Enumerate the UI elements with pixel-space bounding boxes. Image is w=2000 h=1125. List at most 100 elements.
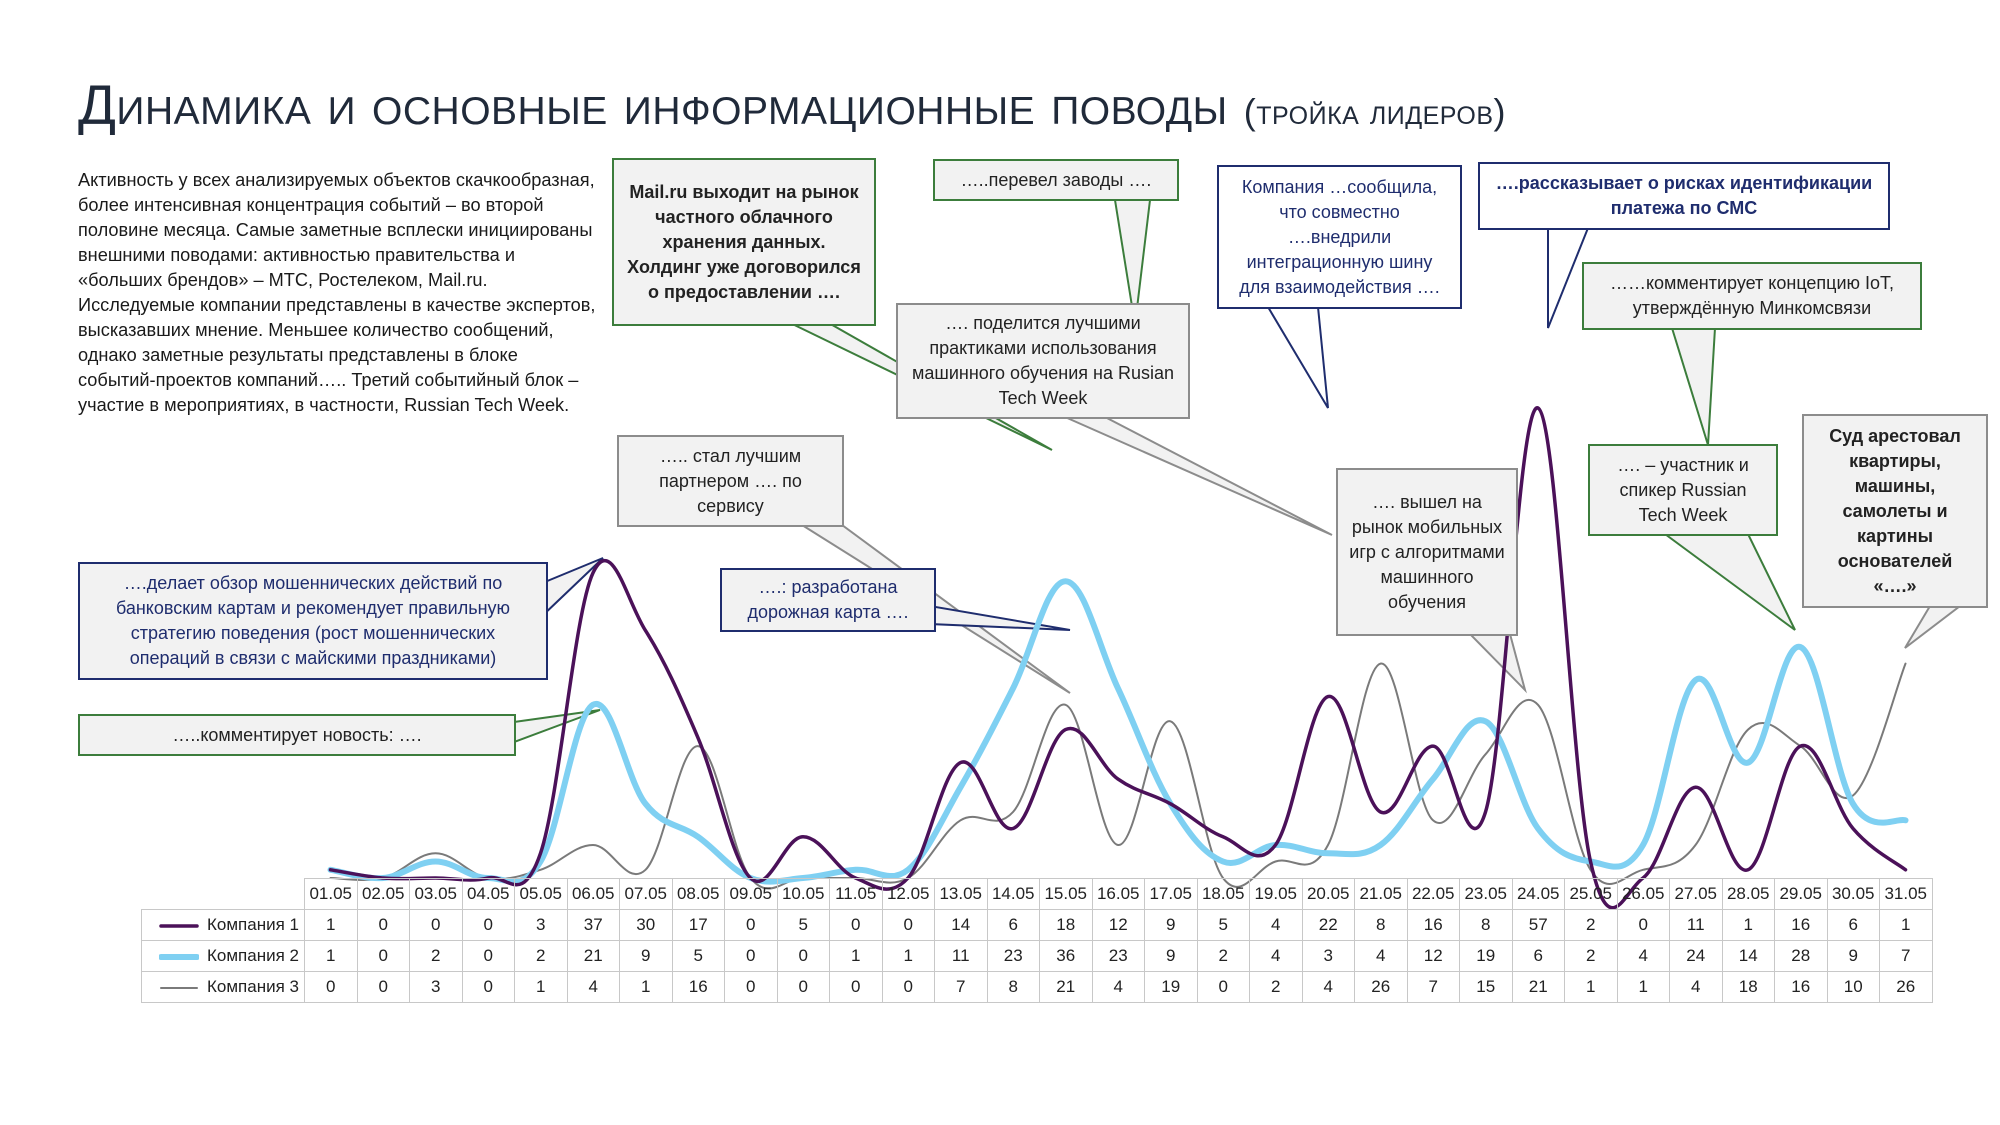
data-value: 0 — [461, 940, 515, 972]
data-value: 36 — [1039, 940, 1093, 972]
data-value: 7 — [1879, 940, 1933, 972]
x-tick-label: 01.05 — [304, 878, 358, 910]
x-tick-label: 29.05 — [1774, 878, 1828, 910]
x-tick-label: 13.05 — [934, 878, 988, 910]
table-row-company-1: Компания 1 1 0 0 0 3 37 30 17 0 5 0 0 14 6 18 12 9 5 4 22 8 16… — [141, 909, 1933, 941]
data-value: 19 — [1459, 940, 1513, 972]
data-value: 0 — [881, 971, 935, 1003]
legend-entry: Компания 3 — [141, 971, 305, 1003]
data-value: 16 — [1406, 909, 1460, 941]
callout-roadmap: ….: разработана дорожная карта …. — [720, 568, 936, 632]
data-value: 14 — [1721, 940, 1775, 972]
data-value: 1 — [304, 909, 358, 941]
data-value: 21 — [1039, 971, 1093, 1003]
pointer-integration — [1266, 306, 1329, 409]
x-tick-label: 04.05 — [461, 878, 515, 910]
x-tick-label: 23.05 — [1459, 878, 1513, 910]
data-value: 9 — [1144, 940, 1198, 972]
data-value: 4 — [1669, 971, 1723, 1003]
data-value: 4 — [1354, 940, 1408, 972]
data-value: 1 — [1879, 909, 1933, 941]
callout-zavody: …..перевел заводы …. — [933, 159, 1179, 201]
data-value: 4 — [1249, 909, 1303, 941]
data-value: 2 — [1564, 940, 1618, 972]
data-value: 16 — [1774, 971, 1828, 1003]
data-value: 4 — [566, 971, 620, 1003]
x-tick-label: 11.05 — [829, 878, 883, 910]
callout-mailru: Mail.ru выходит на рынок частного облачн… — [612, 158, 876, 326]
x-tick-label: 06.05 — [566, 878, 620, 910]
pointer-fraud — [539, 557, 604, 621]
data-value: 26 — [1879, 971, 1933, 1003]
data-value: 22 — [1301, 909, 1355, 941]
data-value: 1 — [829, 940, 883, 972]
x-tick-label: 14.05 — [986, 878, 1040, 910]
data-value: 0 — [356, 940, 410, 972]
data-value: 6 — [1511, 940, 1565, 972]
data-value: 3 — [514, 909, 568, 941]
x-tick-label: 05.05 — [514, 878, 568, 910]
data-value: 12 — [1406, 940, 1460, 972]
pointer-mobile — [1467, 633, 1527, 694]
data-value: 21 — [1511, 971, 1565, 1003]
callout-news: …..комментирует новость: …. — [78, 714, 516, 756]
data-value: 14 — [934, 909, 988, 941]
legend-label: Компания 1 — [207, 915, 299, 934]
legend-entry: Компания 1 — [141, 909, 305, 941]
intro-paragraph: Активность у всех анализируемых объектов… — [78, 170, 596, 415]
data-value: 0 — [776, 940, 830, 972]
x-tick-label: 18.05 — [1196, 878, 1250, 910]
x-tick-label: 27.05 — [1669, 878, 1723, 910]
x-tick-label: 15.05 — [1039, 878, 1093, 910]
x-tick-label: 10.05 — [776, 878, 830, 910]
x-tick-label: 12.05 — [881, 878, 935, 910]
title-sub: (тройка лидеров) — [1243, 91, 1507, 132]
data-value: 15 — [1459, 971, 1513, 1003]
page-title: Динамика и основные информационные повод… — [78, 72, 1778, 137]
data-value: 0 — [724, 909, 778, 941]
data-value: 23 — [986, 940, 1040, 972]
table-row-company-3: Компания 3 0 0 3 0 1 4 1 16 0 0 0 0 7 8 21 4 19 0 2 4 26 7 15 21… — [141, 971, 1933, 1003]
data-value: 5 — [671, 940, 725, 972]
data-value: 1 — [619, 971, 673, 1003]
data-value: 0 — [724, 940, 778, 972]
callout-sms: ….рассказывает о рисках идентификации пл… — [1478, 162, 1890, 230]
data-value: 3 — [409, 971, 463, 1003]
data-value: 28 — [1774, 940, 1828, 972]
data-value: 5 — [776, 909, 830, 941]
data-value: 24 — [1669, 940, 1723, 972]
callout-iot: ……комментирует концепцию IoT, утверждённ… — [1582, 262, 1922, 330]
data-value: 0 — [356, 971, 410, 1003]
x-tick-label: 08.05 — [671, 878, 725, 910]
callout-ml-share: …. поделится лучшими практиками использо… — [896, 303, 1190, 419]
data-value: 2 — [1196, 940, 1250, 972]
pointer-roadmap — [929, 604, 1071, 631]
data-value: 8 — [1459, 909, 1513, 941]
table-corner — [142, 879, 305, 910]
data-value: 23 — [1091, 940, 1145, 972]
data-value: 0 — [724, 971, 778, 1003]
legend-swatch-company-1 — [159, 923, 199, 928]
data-value: 0 — [776, 971, 830, 1003]
data-value: 18 — [1721, 971, 1775, 1003]
data-value: 8 — [986, 971, 1040, 1003]
pointer-iot — [1670, 327, 1717, 446]
data-value: 0 — [409, 909, 463, 941]
x-tick-label: 20.05 — [1301, 878, 1355, 910]
legend-swatch-company-3 — [160, 986, 199, 989]
series-line-company-3 — [329, 662, 1907, 890]
data-value: 2 — [1249, 971, 1303, 1003]
data-value: 30 — [619, 909, 673, 941]
data-value: 2 — [1564, 909, 1618, 941]
data-value: 2 — [409, 940, 463, 972]
data-value: 6 — [986, 909, 1040, 941]
x-tick-label: 17.05 — [1144, 878, 1198, 910]
data-value: 1 — [1564, 971, 1618, 1003]
data-value: 57 — [1511, 909, 1565, 941]
data-value: 0 — [356, 909, 410, 941]
callout-speaker: …. – участник и спикер Russian Tech Week — [1588, 444, 1778, 536]
x-tick-label: 22.05 — [1406, 878, 1460, 910]
data-value: 16 — [671, 971, 725, 1003]
data-value: 0 — [829, 909, 883, 941]
data-value: 7 — [934, 971, 988, 1003]
